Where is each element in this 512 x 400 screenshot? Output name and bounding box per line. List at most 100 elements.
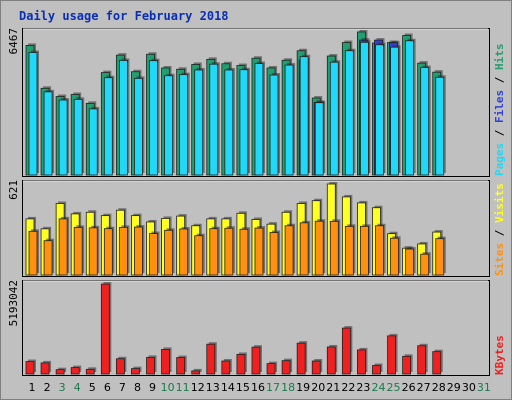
bar-sites-10 [164, 229, 173, 276]
bar-sites-28 [435, 238, 445, 276]
day-label-30: 30 [462, 381, 476, 394]
bar-kbytes-8 [131, 368, 140, 375]
bar-kbytes-24 [372, 365, 381, 375]
bar-kbytes-20 [311, 360, 321, 375]
bar-pages-4 [73, 98, 83, 176]
day-label-17: 17 [266, 381, 280, 394]
bar-sites-17 [269, 232, 279, 276]
bar-sites-6 [103, 228, 113, 276]
bar-sites-7 [118, 226, 128, 276]
bar-sites-23 [360, 225, 369, 276]
day-label-25: 25 [387, 381, 401, 394]
chart-title: Daily usage for February 2018 [19, 9, 229, 23]
day-label-2: 2 [44, 381, 51, 394]
bar-kbytes-21 [326, 346, 336, 375]
day-label-6: 6 [104, 381, 111, 394]
bar-sites-9 [149, 233, 158, 276]
bar-kbytes-9 [146, 356, 155, 375]
day-label-27: 27 [417, 381, 431, 394]
hits-files-pages-max-label: 6467 [7, 28, 20, 55]
bar-kbytes-17 [266, 363, 276, 375]
bar-sites-4 [73, 226, 83, 276]
bar-kbytes-12-shadow [193, 368, 202, 372]
day-label-24: 24 [371, 381, 385, 394]
day-label-9: 9 [149, 381, 156, 394]
hits-files-pages-legend: Pages / Files / Hits [493, 44, 506, 177]
bar-sites-15 [239, 228, 249, 276]
bar-pages-25 [390, 46, 399, 176]
bar-sites-18 [284, 225, 294, 276]
bar-kbytes-7 [115, 358, 125, 375]
bar-pages-24 [375, 44, 384, 176]
day-label-3: 3 [59, 381, 66, 394]
day-label-26: 26 [402, 381, 416, 394]
legend-pages: Pages [493, 143, 506, 176]
day-label-5: 5 [89, 381, 96, 394]
bar-sites-13 [209, 228, 219, 276]
bar-kbytes-4 [70, 367, 80, 375]
legend-separator: / [493, 70, 506, 90]
bar-kbytes-15 [236, 354, 246, 375]
legend-kbytes: KBytes [493, 335, 506, 375]
day-label-29: 29 [447, 381, 461, 394]
bar-pages-14 [224, 69, 234, 176]
bar-pages-7 [118, 60, 128, 176]
visits-sites-max-label: 621 [7, 180, 20, 200]
bar-pages-22 [344, 50, 354, 176]
bar-kbytes-13 [206, 343, 216, 375]
bar-kbytes-5 [85, 368, 95, 375]
day-label-7: 7 [119, 381, 126, 394]
bar-pages-8 [134, 77, 143, 176]
day-label-11: 11 [176, 381, 190, 394]
bar-sites-2 [43, 240, 53, 276]
day-label-16: 16 [251, 381, 265, 394]
bar-sites-16 [254, 227, 264, 276]
bar-pages-9 [149, 60, 158, 176]
bar-sites-11 [179, 228, 189, 276]
legend-separator: / [493, 123, 506, 143]
day-label-18: 18 [281, 381, 295, 394]
bar-sites-12 [194, 235, 204, 276]
kbytes-legend: KBytes [493, 335, 506, 375]
bar-sites-5 [88, 227, 98, 276]
bar-sites-14 [224, 227, 234, 276]
bar-kbytes-18 [281, 360, 291, 375]
day-label-13: 13 [206, 381, 220, 394]
bar-pages-20 [314, 102, 324, 176]
bar-kbytes-16 [251, 346, 261, 375]
bar-sites-8 [134, 226, 143, 276]
bar-kbytes-3 [55, 369, 65, 375]
day-label-23: 23 [356, 381, 370, 394]
bar-kbytes-27 [417, 345, 427, 375]
bar-pages-5 [88, 108, 98, 176]
bar-sites-3 [58, 218, 68, 276]
bar-pages-15 [239, 69, 249, 176]
bar-pages-27 [420, 67, 430, 176]
bar-kbytes-19 [296, 342, 306, 375]
day-label-12: 12 [191, 381, 205, 394]
legend-sites: Sites [493, 243, 506, 276]
bar-kbytes-26 [402, 355, 412, 375]
bar-pages-26 [405, 40, 415, 176]
bar-sites-25 [390, 237, 399, 276]
bar-pages-6 [103, 77, 113, 176]
bar-pages-10 [164, 75, 173, 176]
day-label-1: 1 [29, 381, 36, 394]
bar-sites-20 [314, 220, 324, 276]
bar-sites-24 [375, 225, 384, 276]
bar-kbytes-25 [387, 335, 396, 375]
bar-kbytes-23 [357, 349, 366, 375]
bar-pages-13 [209, 63, 219, 176]
bar-pages-19 [299, 56, 309, 176]
bar-sites-27 [420, 253, 430, 276]
bar-kbytes-10 [161, 348, 170, 375]
bar-pages-18 [284, 64, 294, 176]
day-label-19: 19 [296, 381, 310, 394]
bar-kbytes-2 [40, 362, 50, 375]
day-label-28: 28 [432, 381, 446, 394]
kbytes-max-label: 5193042 [7, 280, 20, 326]
bar-kbytes-11 [176, 357, 186, 375]
bar-pages-21 [329, 61, 339, 176]
bar-sites-22 [344, 225, 354, 276]
